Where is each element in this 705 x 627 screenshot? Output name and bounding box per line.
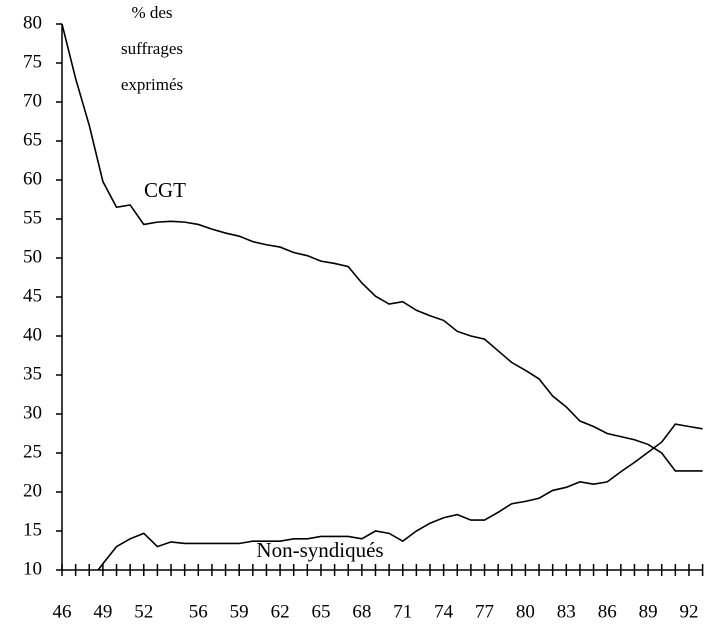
y-tick-label: 30: [23, 402, 42, 423]
x-tick-label: 65: [311, 601, 330, 622]
annotation: exprimés: [121, 75, 183, 94]
x-tick-label: 52: [134, 601, 153, 622]
y-tick-label: 35: [23, 363, 42, 384]
series-line: [97, 423, 703, 570]
x-tick-label: 89: [639, 601, 658, 622]
y-tick-label: 60: [23, 168, 42, 189]
x-tick-label: 62: [271, 601, 290, 622]
y-tick-label: 45: [23, 285, 42, 306]
y-tick-label: 20: [23, 480, 42, 501]
y-tick-label: 25: [23, 441, 42, 462]
y-tick-label: 40: [23, 324, 42, 345]
y-tick-label: 50: [23, 246, 42, 267]
annotation: suffrages: [121, 39, 183, 58]
x-tick-label: 77: [475, 601, 494, 622]
x-tick-label: 74: [434, 601, 454, 622]
x-tick-label: 83: [557, 601, 576, 622]
y-tick-label: 80: [23, 12, 42, 33]
x-tick-label: 68: [352, 601, 371, 622]
series-label: CGT: [144, 178, 186, 202]
y-tick-label: 10: [23, 558, 42, 579]
y-tick-label: 15: [23, 519, 42, 540]
y-tick-label: 75: [23, 51, 42, 72]
x-tick-label: 46: [53, 601, 72, 622]
y-tick-label: 65: [23, 129, 42, 150]
x-tick-label: 86: [598, 601, 617, 622]
x-tick-label: 49: [93, 601, 112, 622]
x-tick-label: 80: [516, 601, 535, 622]
x-tick-label: 71: [393, 601, 412, 622]
x-tick-label: 56: [189, 601, 208, 622]
y-tick-label: 55: [23, 207, 42, 228]
x-tick-label: 59: [230, 601, 249, 622]
annotation: % des: [131, 3, 172, 22]
series-line: [62, 23, 703, 472]
x-tick-label: 92: [679, 601, 698, 622]
y-tick-label: 70: [23, 90, 42, 111]
